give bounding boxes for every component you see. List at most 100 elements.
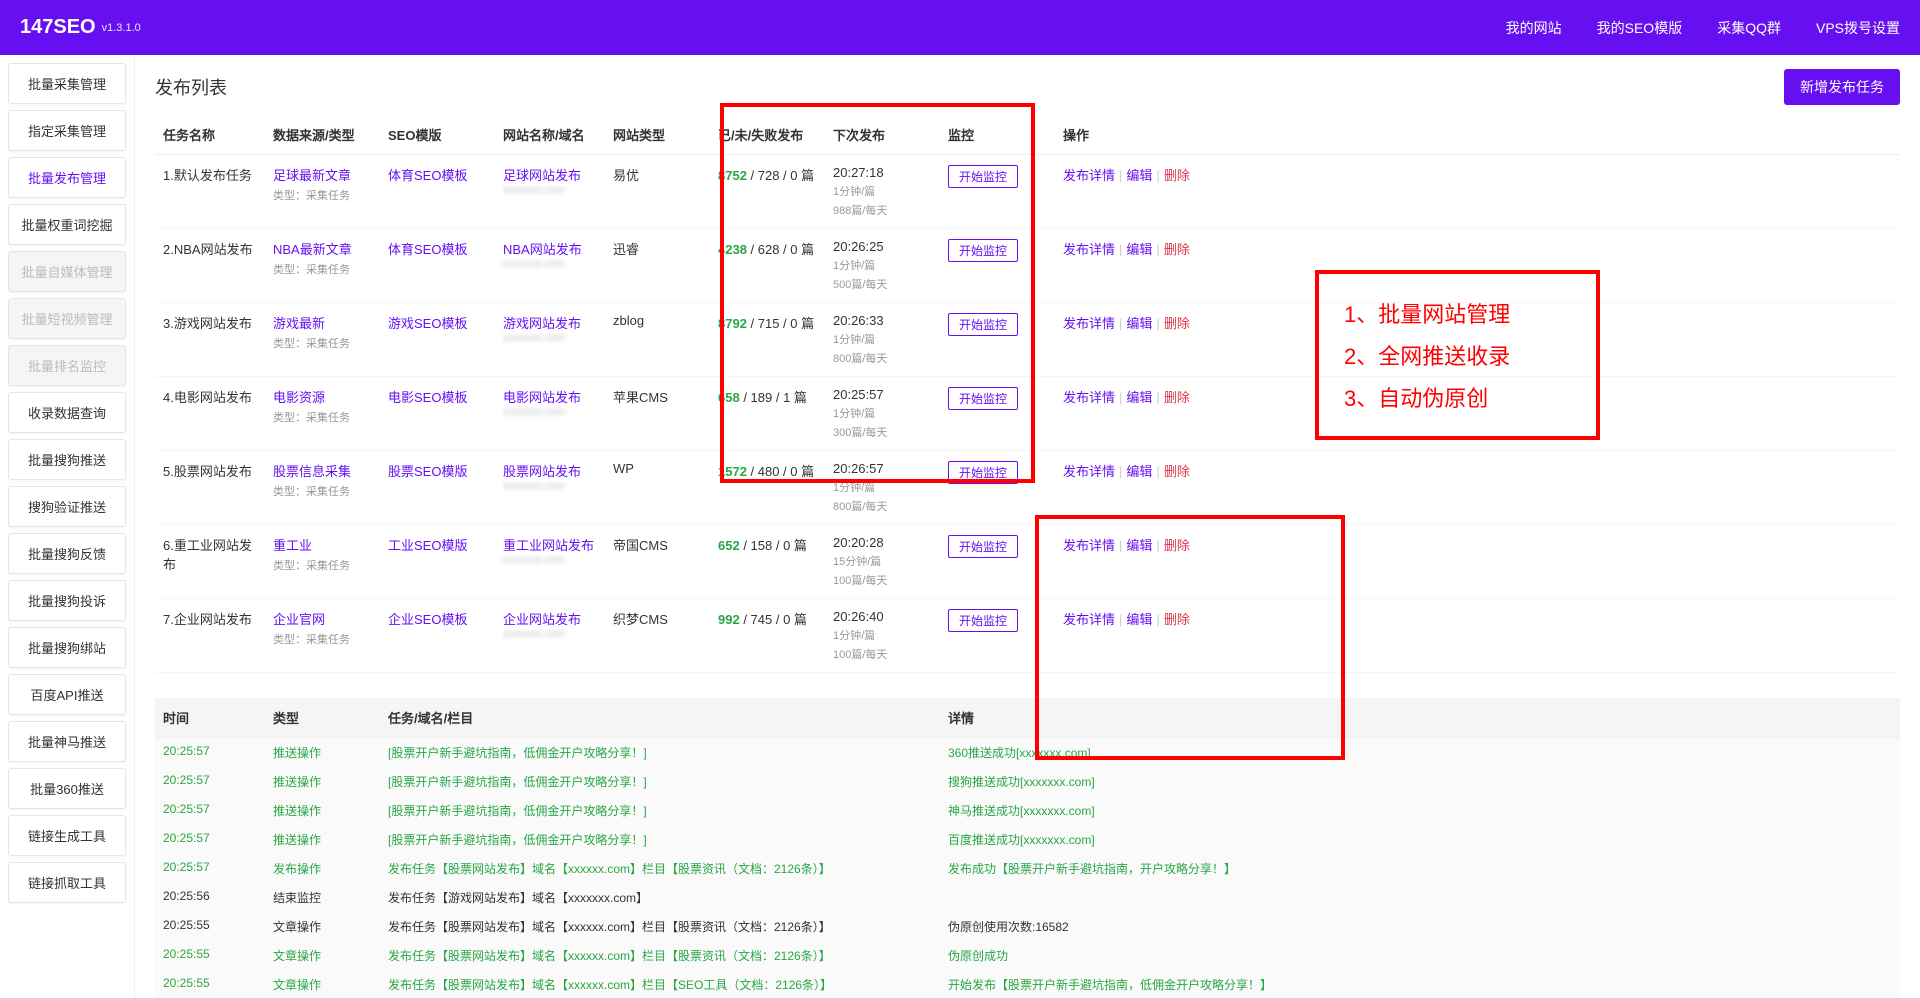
- log-time: 20:25:57: [155, 767, 265, 796]
- sidebar-item[interactable]: 批量360推送: [8, 768, 126, 809]
- monitor-button[interactable]: 开始监控: [948, 461, 1018, 484]
- log-type: 推送操作: [265, 738, 380, 768]
- source-link[interactable]: 重工业: [273, 538, 312, 553]
- site-domain: xxxxxxx.com: [503, 332, 597, 344]
- template-link[interactable]: 体育SEO模板: [388, 242, 467, 257]
- next-publish: 20:26:331分钟/篇800篇/每天: [825, 303, 940, 377]
- action-edit[interactable]: 编辑: [1126, 538, 1152, 553]
- action-edit[interactable]: 编辑: [1126, 464, 1152, 479]
- source-link[interactable]: 电影资源: [273, 390, 325, 405]
- source-link[interactable]: 股票信息采集: [273, 464, 351, 479]
- site-link[interactable]: 企业网站发布: [503, 612, 581, 627]
- template-link[interactable]: 工业SEO模版: [388, 538, 467, 553]
- action-delete[interactable]: 删除: [1164, 242, 1190, 257]
- log-column-header: 时间: [155, 698, 265, 738]
- template-link[interactable]: 电影SEO模板: [388, 390, 467, 405]
- row-actions: 发布详情|编辑|删除: [1055, 525, 1900, 599]
- sidebar: 批量采集管理指定采集管理批量发布管理批量权重词挖掘批量自媒体管理批量短视频管理批…: [0, 55, 135, 998]
- template-link[interactable]: 股票SEO模版: [388, 464, 467, 479]
- log-task: 发布任务【股票网站发布】域名【xxxxxx.com】栏目【股票资讯（文档：212…: [380, 912, 940, 941]
- log-time: 20:25:55: [155, 941, 265, 970]
- site-link[interactable]: NBA网站发布: [503, 242, 582, 257]
- source-link[interactable]: 企业官网: [273, 612, 325, 627]
- action-edit[interactable]: 编辑: [1126, 390, 1152, 405]
- sidebar-item[interactable]: 批量发布管理: [8, 157, 126, 198]
- sidebar-item[interactable]: 批量搜狗推送: [8, 439, 126, 480]
- action-detail[interactable]: 发布详情: [1063, 168, 1115, 183]
- action-delete[interactable]: 删除: [1164, 390, 1190, 405]
- action-delete[interactable]: 删除: [1164, 538, 1190, 553]
- nav-qq-group[interactable]: 采集QQ群: [1717, 18, 1781, 38]
- action-detail[interactable]: 发布详情: [1063, 242, 1115, 257]
- action-delete[interactable]: 删除: [1164, 612, 1190, 627]
- sidebar-item[interactable]: 百度API推送: [8, 674, 126, 715]
- callout-box: 1、批量网站管理 2、全网推送收录 3、自动伪原创: [1315, 270, 1600, 440]
- sidebar-item[interactable]: 批量神马推送: [8, 721, 126, 762]
- action-detail[interactable]: 发布详情: [1063, 612, 1115, 627]
- log-type: 推送操作: [265, 767, 380, 796]
- action-edit[interactable]: 编辑: [1126, 168, 1152, 183]
- action-detail[interactable]: 发布详情: [1063, 464, 1115, 479]
- action-delete[interactable]: 删除: [1164, 168, 1190, 183]
- sidebar-item[interactable]: 批量权重词挖掘: [8, 204, 126, 245]
- log-row: 20:25:55文章操作发布任务【股票网站发布】域名【xxxxxx.com】栏目…: [155, 912, 1900, 941]
- source-link[interactable]: 足球最新文章: [273, 168, 351, 183]
- action-delete[interactable]: 删除: [1164, 316, 1190, 331]
- nav-seo-templates[interactable]: 我的SEO模版: [1597, 18, 1683, 38]
- new-publish-task-button[interactable]: 新增发布任务: [1784, 69, 1900, 105]
- source-type: 类型：采集任务: [273, 335, 372, 351]
- log-type: 文章操作: [265, 970, 380, 998]
- sidebar-item[interactable]: 批量采集管理: [8, 63, 126, 104]
- action-edit[interactable]: 编辑: [1126, 316, 1152, 331]
- action-edit[interactable]: 编辑: [1126, 612, 1152, 627]
- source-link[interactable]: NBA最新文章: [273, 242, 352, 257]
- site-link[interactable]: 股票网站发布: [503, 464, 581, 479]
- site-link[interactable]: 游戏网站发布: [503, 316, 581, 331]
- sidebar-item[interactable]: 搜狗验证推送: [8, 486, 126, 527]
- sidebar-item[interactable]: 收录数据查询: [8, 392, 126, 433]
- column-header: 网站名称/域名: [495, 115, 605, 155]
- log-detail: 神马推送成功[xxxxxxx.com]: [940, 796, 1900, 825]
- table-row: 3.游戏网站发布游戏最新类型：采集任务游戏SEO模板游戏网站发布xxxxxxx.…: [155, 303, 1900, 377]
- log-task: 发布任务【股票网站发布】域名【xxxxxx.com】栏目【股票资讯（文档：212…: [380, 854, 940, 883]
- site-link[interactable]: 电影网站发布: [503, 390, 581, 405]
- task-name: 7.企业网站发布: [155, 599, 265, 673]
- column-header: 任务名称: [155, 115, 265, 155]
- sidebar-item[interactable]: 链接生成工具: [8, 815, 126, 856]
- task-name: 2.NBA网站发布: [155, 229, 265, 303]
- log-detail: 百度推送成功[xxxxxxx.com]: [940, 825, 1900, 854]
- nav-vps-dial[interactable]: VPS拨号设置: [1816, 18, 1900, 38]
- monitor-button[interactable]: 开始监控: [948, 535, 1018, 558]
- source-type: 类型：采集任务: [273, 557, 372, 573]
- site-domain: xxxxxxx.com: [503, 258, 597, 270]
- monitor-button[interactable]: 开始监控: [948, 239, 1018, 262]
- main-content: 发布列表 新增发布任务 任务名称数据来源/类型SEO模版网站名称/域名网站类型已…: [135, 55, 1920, 998]
- site-link[interactable]: 重工业网站发布: [503, 538, 594, 553]
- action-detail[interactable]: 发布详情: [1063, 390, 1115, 405]
- source-link[interactable]: 游戏最新: [273, 316, 325, 331]
- task-name: 6.重工业网站发布: [155, 525, 265, 599]
- template-link[interactable]: 体育SEO模板: [388, 168, 467, 183]
- monitor-button[interactable]: 开始监控: [948, 165, 1018, 188]
- nav-my-sites[interactable]: 我的网站: [1506, 18, 1562, 38]
- action-delete[interactable]: 删除: [1164, 464, 1190, 479]
- sidebar-item[interactable]: 指定采集管理: [8, 110, 126, 151]
- template-link[interactable]: 游戏SEO模板: [388, 316, 467, 331]
- action-detail[interactable]: 发布详情: [1063, 316, 1115, 331]
- app-version: v1.3.1.0: [102, 22, 141, 34]
- monitor-button[interactable]: 开始监控: [948, 313, 1018, 336]
- action-edit[interactable]: 编辑: [1126, 242, 1152, 257]
- site-link[interactable]: 足球网站发布: [503, 168, 581, 183]
- sidebar-item[interactable]: 批量搜狗反馈: [8, 533, 126, 574]
- sidebar-item[interactable]: 批量搜狗绑站: [8, 627, 126, 668]
- action-detail[interactable]: 发布详情: [1063, 538, 1115, 553]
- sidebar-item[interactable]: 链接抓取工具: [8, 862, 126, 903]
- sidebar-item[interactable]: 批量搜狗投诉: [8, 580, 126, 621]
- source-type: 类型：采集任务: [273, 631, 372, 647]
- monitor-button[interactable]: 开始监控: [948, 609, 1018, 632]
- app-header: 147SEO v1.3.1.0 我的网站 我的SEO模版 采集QQ群 VPS拨号…: [0, 0, 1920, 55]
- monitor-button[interactable]: 开始监控: [948, 387, 1018, 410]
- template-link[interactable]: 企业SEO模板: [388, 612, 467, 627]
- log-type: 推送操作: [265, 796, 380, 825]
- log-row: 20:25:57发布操作发布任务【股票网站发布】域名【xxxxxx.com】栏目…: [155, 854, 1900, 883]
